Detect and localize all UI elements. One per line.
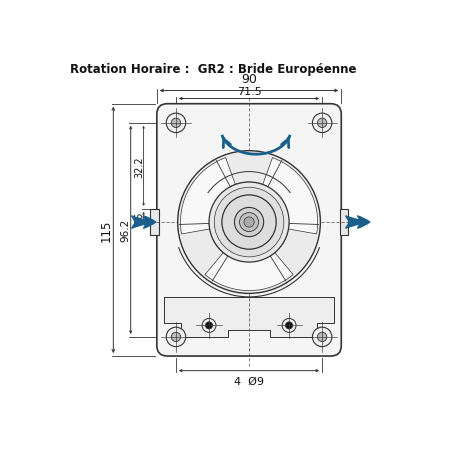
Wedge shape — [204, 253, 293, 291]
Text: 32.2: 32.2 — [134, 156, 144, 177]
Circle shape — [166, 114, 185, 133]
Circle shape — [171, 332, 180, 342]
Circle shape — [317, 119, 326, 128]
Wedge shape — [230, 183, 267, 200]
Circle shape — [208, 183, 289, 262]
Text: 4  Ø9: 4 Ø9 — [234, 376, 263, 386]
Text: Rotation Horaire :  GR2 : Bride Européenne: Rotation Horaire : GR2 : Bride Européenn… — [69, 63, 355, 76]
Text: 16: 16 — [134, 210, 144, 222]
Circle shape — [244, 217, 253, 228]
Circle shape — [214, 188, 283, 257]
Circle shape — [166, 327, 185, 347]
Circle shape — [312, 327, 331, 347]
Text: 115: 115 — [100, 219, 113, 242]
Circle shape — [281, 319, 295, 333]
Text: 90: 90 — [240, 73, 257, 86]
Circle shape — [205, 322, 212, 329]
Circle shape — [234, 208, 263, 237]
Circle shape — [177, 152, 320, 294]
Circle shape — [285, 322, 292, 329]
Circle shape — [221, 195, 276, 250]
Wedge shape — [262, 158, 317, 235]
FancyBboxPatch shape — [156, 105, 341, 356]
Bar — [150, 210, 158, 235]
Text: 71.5: 71.5 — [236, 87, 261, 97]
Circle shape — [171, 119, 180, 128]
Bar — [339, 210, 347, 235]
Circle shape — [202, 319, 216, 333]
Polygon shape — [163, 297, 334, 337]
Circle shape — [312, 114, 331, 133]
Wedge shape — [180, 158, 235, 235]
Circle shape — [239, 213, 258, 232]
Text: 96.2: 96.2 — [120, 219, 130, 242]
Wedge shape — [262, 223, 288, 257]
Circle shape — [317, 332, 326, 342]
Wedge shape — [209, 223, 235, 257]
